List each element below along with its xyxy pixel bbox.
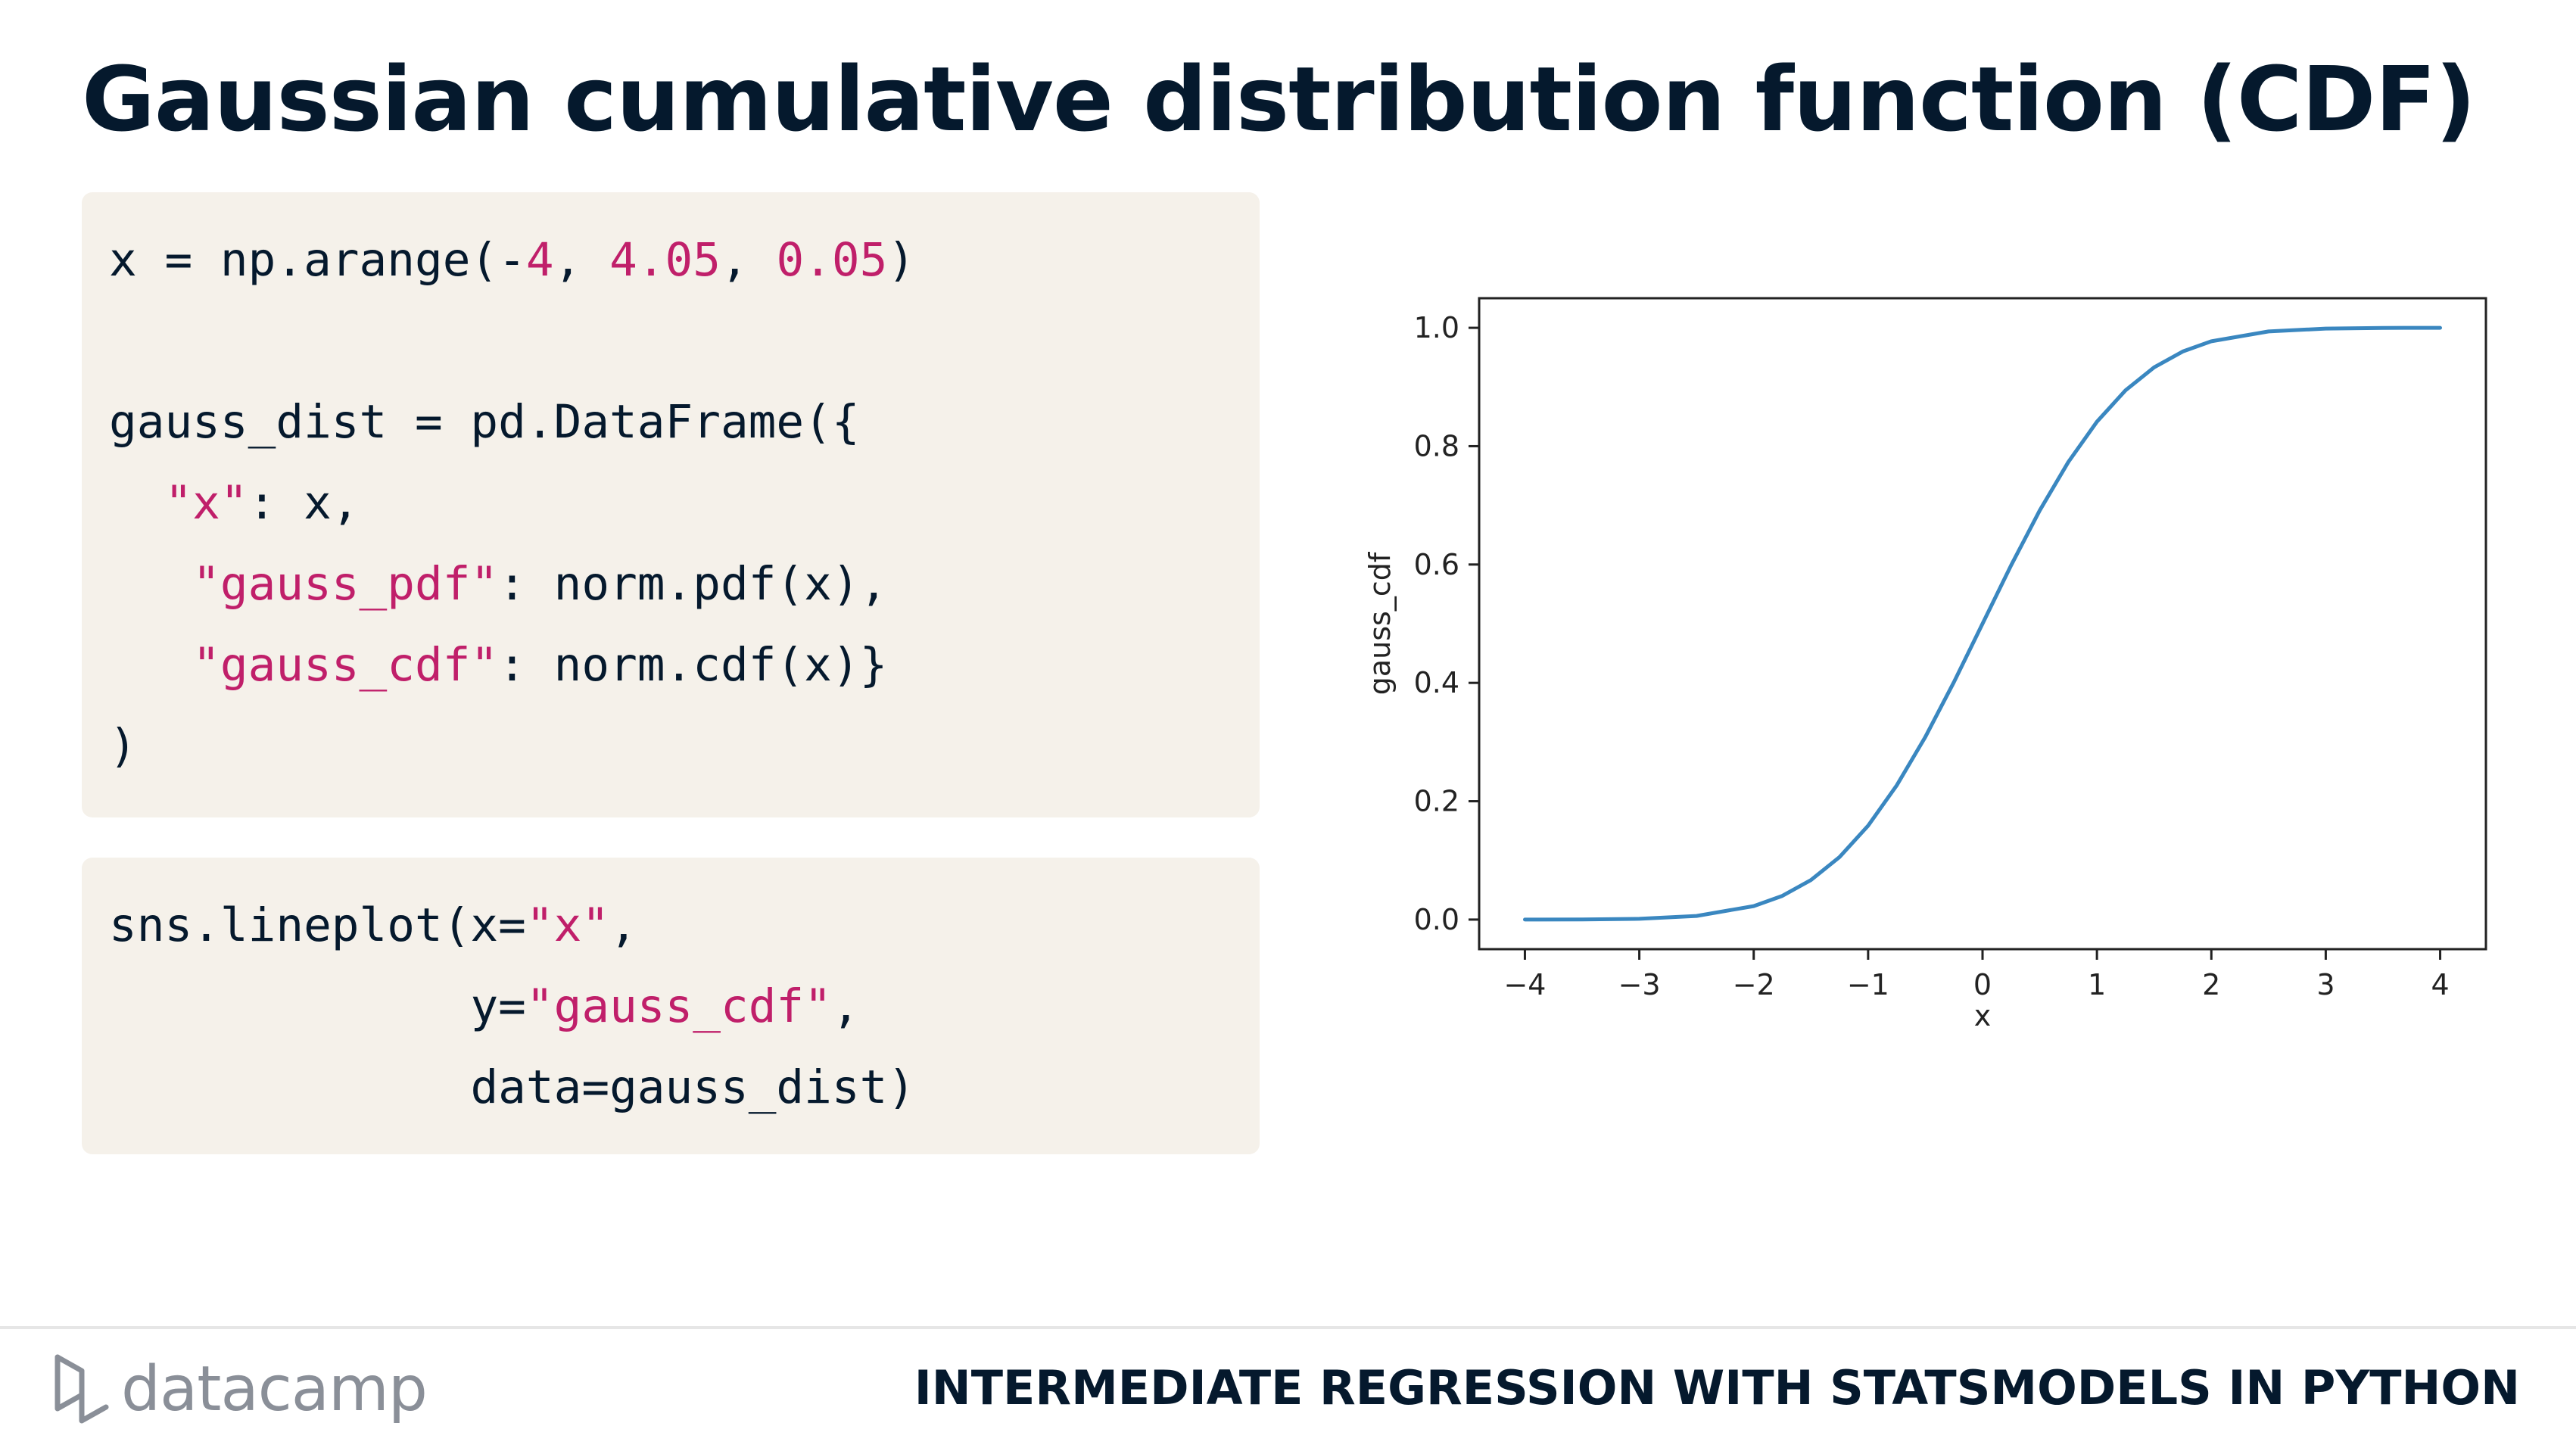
- code-line: ): [109, 719, 137, 773]
- code-line: data=gauss_dist): [470, 1060, 916, 1114]
- course-title: INTERMEDIATE REGRESSION WITH STATSMODELS…: [914, 1360, 2520, 1415]
- y-axis-label: gauss_cdf: [1363, 551, 1397, 695]
- cdf-series-line: [1523, 325, 2442, 922]
- x-tick-label: 3: [2316, 968, 2335, 1001]
- x-tick-label: 2: [2202, 968, 2220, 1001]
- x-tick-label: −2: [1733, 968, 1775, 1001]
- y-tick-label: 0.4: [1414, 666, 1459, 699]
- code-line: "gauss_cdf": norm.cdf(x)}: [192, 638, 888, 692]
- y-tick-label: 0.6: [1414, 548, 1459, 581]
- slide-title: Gaussian cumulative distribution functio…: [82, 47, 2476, 151]
- x-tick-label: −1: [1847, 968, 1889, 1001]
- code-line: y="gauss_cdf",: [470, 979, 860, 1033]
- x-axis-label: x: [1974, 999, 1992, 1032]
- x-tick-label: −4: [1503, 968, 1546, 1001]
- y-axis-ticks: 0.0 0.2 0.4 0.6 0.8 1.0: [1414, 311, 1479, 936]
- code-line: sns.lineplot(x="x",: [109, 898, 637, 952]
- x-axis-ticks: −4 −3 −2 −1 0 1 2 3 4: [1503, 949, 2450, 1001]
- footer-divider: [0, 1326, 2576, 1329]
- code-line: gauss_dist = pd.DataFrame({: [109, 395, 860, 449]
- code-line: "x": x,: [164, 476, 360, 530]
- y-tick-label: 1.0: [1414, 311, 1459, 344]
- y-tick-label: 0.0: [1414, 903, 1459, 936]
- cdf-chart-svg: −4 −3 −2 −1 0 1 2 3 4 0.0 0.2 0.4 0.6 0.8 1.0 x gauss…: [1363, 297, 2487, 1032]
- x-tick-label: 1: [2088, 968, 2106, 1001]
- datacamp-logo-icon: [55, 1354, 109, 1424]
- y-tick-label: 0.2: [1414, 785, 1459, 818]
- code-block-lineplot: sns.lineplot(x="x", y="gauss_cdf", data=…: [82, 858, 1260, 1154]
- x-tick-label: 4: [2431, 968, 2449, 1001]
- cdf-chart: −4 −3 −2 −1 0 1 2 3 4 0.0 0.2 0.4 0.6 0.8 1.0 x gauss…: [1347, 280, 2513, 1052]
- code-line-blank: [109, 300, 1260, 381]
- x-tick-label: 0: [1973, 968, 1992, 1001]
- code-line: "gauss_pdf": norm.pdf(x),: [192, 557, 888, 611]
- datacamp-logo-text: datacamp: [121, 1353, 428, 1425]
- y-tick-label: 0.8: [1414, 429, 1459, 462]
- x-tick-label: −3: [1618, 968, 1661, 1001]
- code-block-dataframe: x = np.arange(-4, 4.05, 0.05) gauss_dist…: [82, 192, 1260, 817]
- datacamp-logo: datacamp: [53, 1347, 428, 1431]
- code-line: x = np.arange(-4, 4.05, 0.05): [109, 233, 916, 287]
